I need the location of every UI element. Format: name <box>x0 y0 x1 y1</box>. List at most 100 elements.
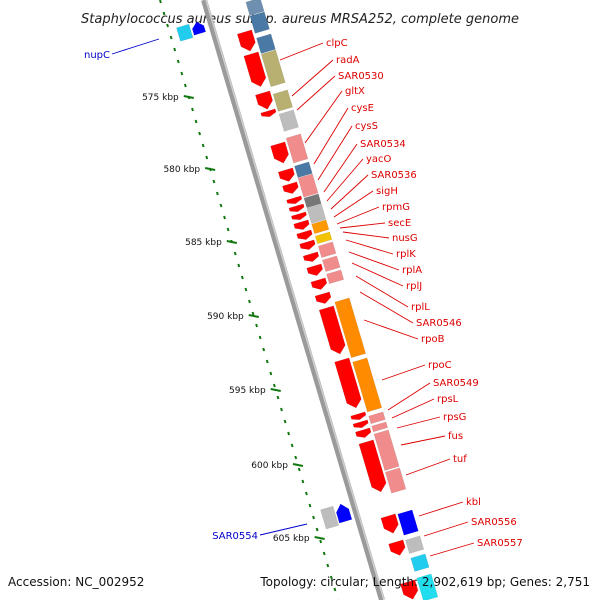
forward-gene-arrow <box>296 229 313 240</box>
tick-dot <box>283 419 287 424</box>
reverse-gene-block <box>176 23 194 42</box>
tick-dot <box>219 203 223 208</box>
tick-dot <box>176 59 180 64</box>
tick-dot <box>329 575 333 580</box>
label-leader-line <box>296 75 336 111</box>
function-color-block <box>405 535 425 554</box>
tick-dot <box>269 371 273 376</box>
reverse-gene-arrow <box>336 503 353 524</box>
function-color-block <box>245 0 265 16</box>
gene-label: SAR0554 <box>212 531 258 542</box>
tick-dot <box>262 347 266 352</box>
tick-dot <box>233 251 237 256</box>
function-color-block <box>368 411 386 425</box>
label-leader-line <box>387 382 431 411</box>
gene-label: tuf <box>453 454 467 465</box>
tick-track <box>159 0 340 600</box>
tick-major <box>183 95 194 99</box>
gene-label: rplL <box>411 302 430 313</box>
gene-label: cysS <box>355 121 378 132</box>
gene-label: rplJ <box>406 281 422 292</box>
forward-gene-arrow <box>270 141 289 164</box>
label-leader-line <box>333 190 374 218</box>
function-color-block <box>306 203 327 224</box>
label-leader-line <box>313 107 349 165</box>
forward-gene-arrow <box>282 181 299 194</box>
label-leader-line <box>330 174 369 210</box>
tick-dot <box>162 11 166 16</box>
tick-dot <box>237 263 241 268</box>
function-color-block <box>285 133 309 164</box>
gene-label: SAR0557 <box>477 538 523 549</box>
feature-tracks <box>176 0 439 600</box>
function-color-block <box>317 241 337 258</box>
tick-dot <box>308 503 312 508</box>
tick-dot <box>226 227 230 232</box>
tick-major <box>226 240 237 244</box>
tick-major <box>204 167 216 171</box>
function-color-block <box>352 357 383 413</box>
tick-dot <box>333 587 337 592</box>
tick-major <box>270 388 281 392</box>
tick-dot <box>191 107 194 112</box>
forward-gene-arrow <box>310 277 328 290</box>
forward-gene-arrow <box>286 195 303 205</box>
gene-labels: clpC radA SAR0530 gltX cysE cysS SAR0534 yacO SA… <box>84 38 523 549</box>
gene-label: rpmG <box>382 202 410 213</box>
label-leader-line <box>342 231 390 239</box>
label-leader-line <box>429 542 475 557</box>
forward-gene-arrow <box>302 251 320 262</box>
gene-label: nupC <box>84 50 110 61</box>
function-color-block <box>314 231 333 245</box>
label-leader-lines <box>111 38 475 557</box>
function-color-block <box>410 553 430 572</box>
tick-dot <box>326 563 330 568</box>
forward-gene-arrow <box>299 239 316 250</box>
tick-dot <box>301 479 305 484</box>
label-leader-line <box>359 291 414 324</box>
tick-dot <box>265 359 269 364</box>
label-leader-line <box>381 364 426 381</box>
tick-dot <box>212 179 216 184</box>
gene-label: SAR0534 <box>360 139 406 150</box>
label-leader-line <box>423 521 469 537</box>
label-leader-line <box>304 90 343 144</box>
tick-label: 605 kbp <box>273 534 310 544</box>
forward-gene-arrow <box>290 211 307 221</box>
function-color-block <box>326 269 345 285</box>
gene-label: sigH <box>376 186 398 197</box>
tick-dot <box>194 119 198 124</box>
tick-dot <box>198 131 202 136</box>
tick-dot <box>315 527 319 532</box>
function-color-block <box>249 11 270 34</box>
tick-dot <box>251 311 255 316</box>
gene-label: SAR0546 <box>416 318 462 329</box>
forward-gene-arrow <box>334 357 362 409</box>
forward-gene-arrow <box>277 167 295 182</box>
gene-label: SAR0536 <box>371 170 417 181</box>
function-color-block <box>334 297 367 359</box>
tick-dot <box>173 47 177 52</box>
label-leader-line <box>348 251 400 271</box>
function-color-block <box>371 421 389 433</box>
tick-dot <box>290 443 294 448</box>
tick-dot <box>312 515 315 520</box>
tick-dot <box>287 431 291 436</box>
function-color-block <box>256 33 276 54</box>
label-leader-line <box>363 319 419 340</box>
tick-dot <box>322 551 326 556</box>
gene-label: nusG <box>392 233 418 244</box>
accession-text: Accession: NC_002952 <box>8 575 144 589</box>
tick-major <box>314 536 325 540</box>
label-leader-line <box>111 38 160 55</box>
tick-label: 580 kbp <box>163 165 200 175</box>
forward-gene-arrow <box>388 539 406 556</box>
gene-label: SAR0549 <box>433 378 479 389</box>
label-leader-line <box>391 398 435 419</box>
forward-gene-arrow <box>400 579 419 600</box>
forward-gene-arrow <box>255 90 273 110</box>
label-leader-line <box>351 262 404 287</box>
gene-label: clpC <box>326 38 348 49</box>
label-leader-line <box>259 523 308 536</box>
tick-label: 595 kbp <box>229 386 266 396</box>
